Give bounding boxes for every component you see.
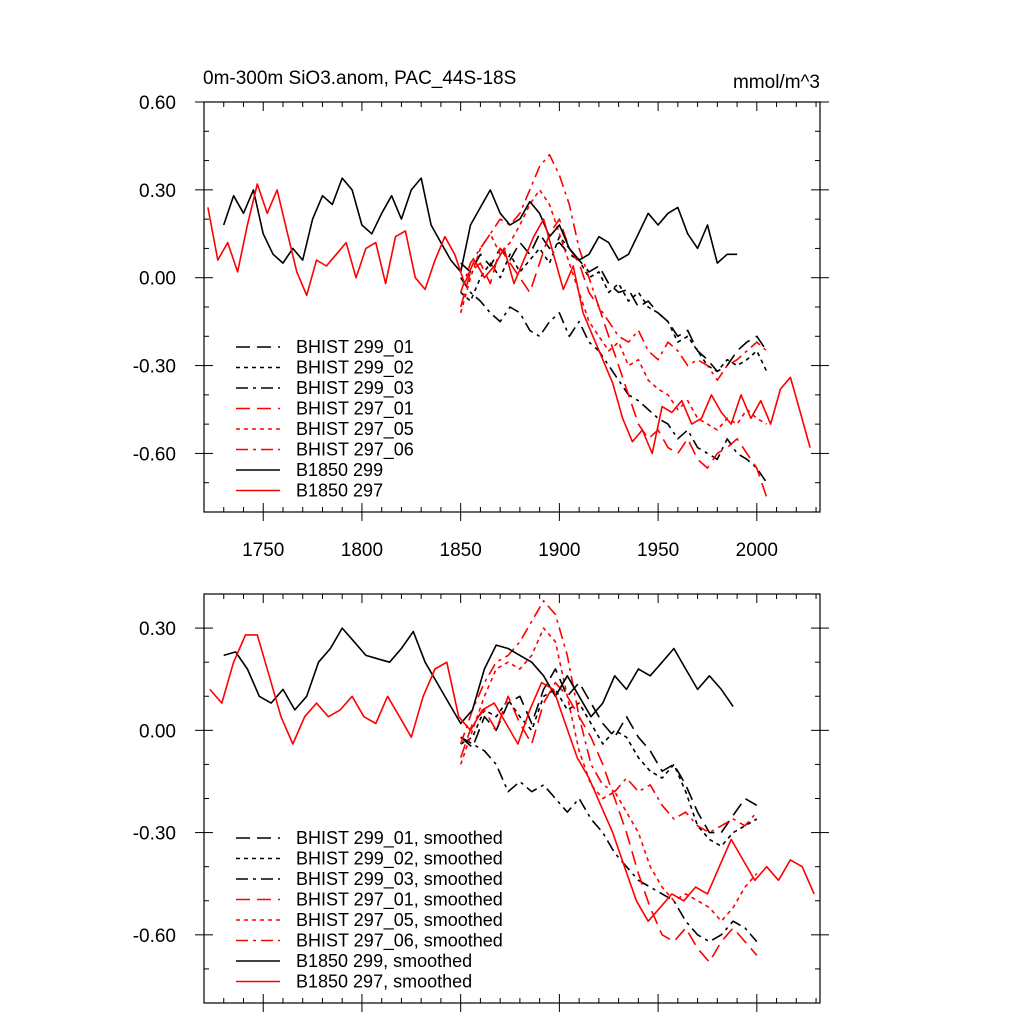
legend-label: BHIST 299_03	[296, 378, 414, 399]
chart-top: 0m-300m SiO3.anom, PAC_44S-18S mmol/m^3 …	[133, 68, 829, 561]
series-line	[209, 634, 815, 923]
y-tick-label: -0.30	[133, 824, 176, 845]
series-line	[459, 153, 768, 382]
legend-label: BHIST 297_06	[296, 440, 414, 461]
units-label: mmol/m^3	[733, 72, 820, 93]
x-tick-label: 1850	[440, 540, 482, 561]
y-tick-label: -0.30	[133, 357, 176, 378]
series-line	[459, 627, 758, 923]
series-line	[459, 189, 768, 431]
x-tick-label: 1800	[341, 540, 383, 561]
chart-title: 0m-300m SiO3.anom, PAC_44S-18S	[203, 68, 516, 89]
legend-label: BHIST 297_01, smoothed	[296, 890, 503, 911]
legend-label: B1850 297, smoothed	[296, 972, 472, 992]
series-group	[209, 599, 815, 963]
series-line	[459, 599, 758, 834]
x-tick-label: 2000	[736, 540, 778, 561]
chart-bottom: 0.30 0.00 -0.30 -0.60 BHIST 299_01, smoothed…	[133, 593, 829, 1012]
series-line	[460, 688, 758, 848]
y-tick-label: 0.00	[139, 269, 176, 290]
legend-label: BHIST 299_03, smoothed	[296, 869, 503, 890]
series-line	[459, 681, 758, 963]
series-line	[223, 627, 734, 725]
series-line	[460, 233, 768, 373]
series-line	[460, 668, 758, 834]
legend-label: BHIST 297_06, smoothed	[296, 931, 503, 952]
series-line	[460, 277, 768, 484]
legend-label: B1850 297	[296, 481, 383, 501]
x-tick-label: 1900	[538, 540, 580, 561]
legend-label: BHIST 299_02, smoothed	[296, 849, 503, 870]
legend-label: BHIST 299_01, smoothed	[296, 828, 503, 849]
series-group	[207, 153, 811, 498]
series-line	[222, 177, 738, 273]
legend-label: BHIST 299_01	[296, 337, 414, 358]
y-tick-label: 0.30	[139, 619, 176, 640]
y-tick-label: 0.00	[139, 721, 176, 742]
y-tick-label: -0.60	[133, 444, 176, 465]
y-tick-label: 0.30	[139, 181, 176, 202]
series-line	[459, 218, 768, 498]
legend-label: BHIST 299_02	[296, 358, 414, 379]
legend-label: BHIST 297_01	[296, 399, 414, 420]
legend-label: BHIST 297_05	[296, 419, 414, 440]
x-tick-label: 1950	[637, 540, 679, 561]
series-line	[460, 235, 768, 373]
series-line	[460, 736, 758, 943]
x-tick-label: 1750	[242, 540, 284, 561]
series-line	[207, 183, 811, 455]
y-tick-label: -0.60	[133, 926, 176, 947]
legend-label: B1850 299, smoothed	[296, 951, 472, 971]
legend-label: B1850 299	[296, 460, 383, 480]
legend-label: BHIST 297_05, smoothed	[296, 910, 503, 931]
y-tick-label: 0.60	[139, 93, 176, 114]
